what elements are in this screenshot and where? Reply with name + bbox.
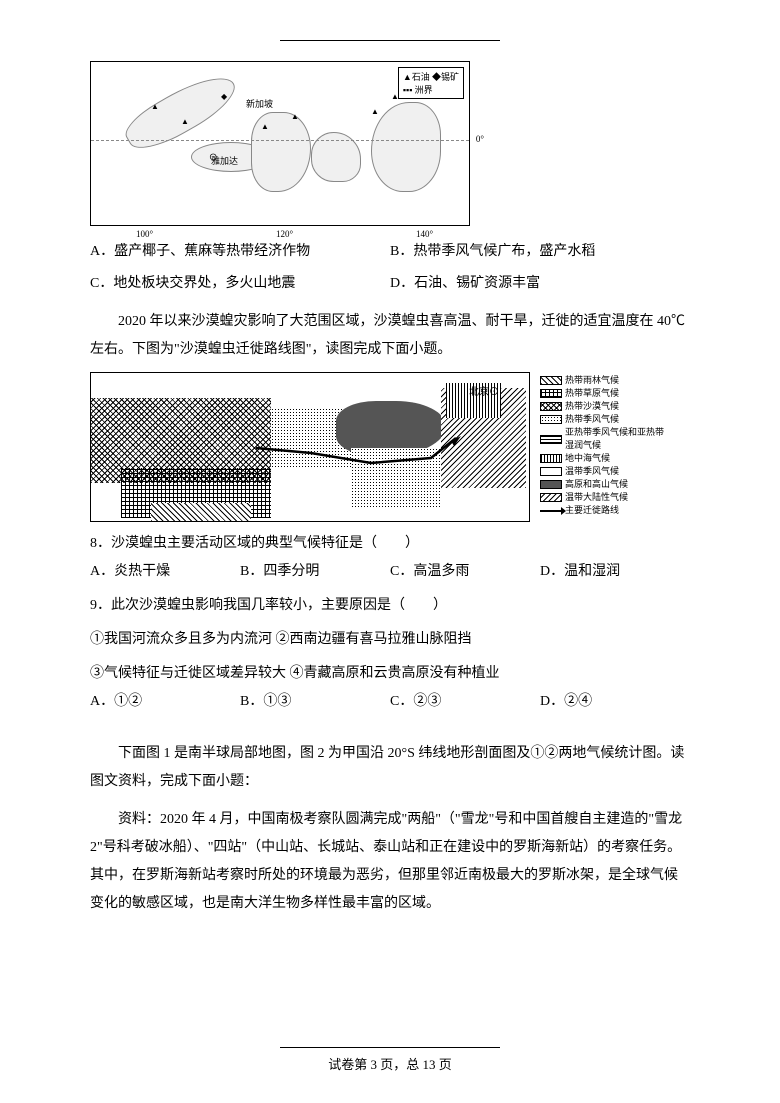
q8-b: B．四季分明 [240, 558, 390, 586]
passage-1: 2020 年以来沙漠蝗灾影响了大范围区域，沙漠蝗虫喜高温、耐干旱，迁徙的适宜温度… [90, 308, 690, 364]
options-row-1: A．盛产椰子、蕉麻等热带经济作物 B．热带季风气候广布，盛产水稻 [90, 238, 690, 266]
q9-d: D．②④ [540, 688, 690, 716]
lon-100: 100° [136, 229, 153, 239]
climate-map: 北京⊙ 热带雨林气候 热带草原气候 热带沙漠气候 热带季风气候 亚热带季风气候和… [90, 372, 670, 522]
q9-line2: ③气候特征与迁徙区域差异较大 ④青藏高原和云贵高原没有种植业 [90, 660, 690, 688]
lon-120: 120° [276, 229, 293, 239]
lon-140: 140° [416, 229, 433, 239]
q9-line1: ①我国河流众多且多为内流河 ②西南边疆有喜马拉雅山脉阻挡 [90, 626, 690, 654]
q8-c: C．高温多雨 [390, 558, 540, 586]
q8-d: D．温和湿润 [540, 558, 690, 586]
q8-a: A．炎热干燥 [90, 558, 240, 586]
options-row-2: C．地处板块交界处，多火山地震 D．石油、锡矿资源丰富 [90, 270, 690, 298]
passage-2: 下面图 1 是南半球局部地图，图 2 为甲国沿 20°S 纬线地形剖面图及①②两… [90, 740, 690, 796]
beijing-marker: 北京⊙ [469, 383, 499, 398]
q9-options: A．①② B．①③ C．②③ D．②④ [90, 688, 690, 716]
top-divider [280, 40, 500, 41]
q8-stem: 8．沙漠蝗虫主要活动区域的典型气候特征是（ ） [90, 530, 690, 558]
q8-options: A．炎热干燥 B．四季分明 C．高温多雨 D．温和湿润 [90, 558, 690, 586]
southeast-asia-map: ▲石油 ◆锡矿 ▪▪▪ 洲界 ▲ ▲ ▲ ▲ ▲ ▲ ◆ 新加坡 雅加达 ⊙ 0… [90, 61, 470, 226]
page-footer: 试卷第 3 页，总 13 页 [0, 1047, 780, 1073]
q9-c: C．②③ [390, 688, 540, 716]
q9-b: B．①③ [240, 688, 390, 716]
option-7a: A．盛产椰子、蕉麻等热带经济作物 [90, 238, 390, 266]
passage-3: 资料：2020 年 4 月，中国南极考察队圆满完成"两船"（"雪龙"号和中国首艘… [90, 806, 690, 918]
footer-text: 试卷第 3 页，总 13 页 [328, 1057, 452, 1072]
singapore-label: 新加坡 [246, 97, 273, 110]
q9-stem: 9．此次沙漠蝗虫影响我国几率较小，主要原因是（ ） [90, 592, 690, 620]
q9-a: A．①② [90, 688, 240, 716]
option-7c: C．地处板块交界处，多火山地震 [90, 270, 390, 298]
lat-0: 0° [476, 134, 484, 144]
option-7b: B．热带季风气候广布，盛产水稻 [390, 238, 690, 266]
option-7d: D．石油、锡矿资源丰富 [390, 270, 690, 298]
climate-legend: 热带雨林气候 热带草原气候 热带沙漠气候 热带季风气候 亚热带季风气候和亚热带湿… [540, 374, 670, 518]
